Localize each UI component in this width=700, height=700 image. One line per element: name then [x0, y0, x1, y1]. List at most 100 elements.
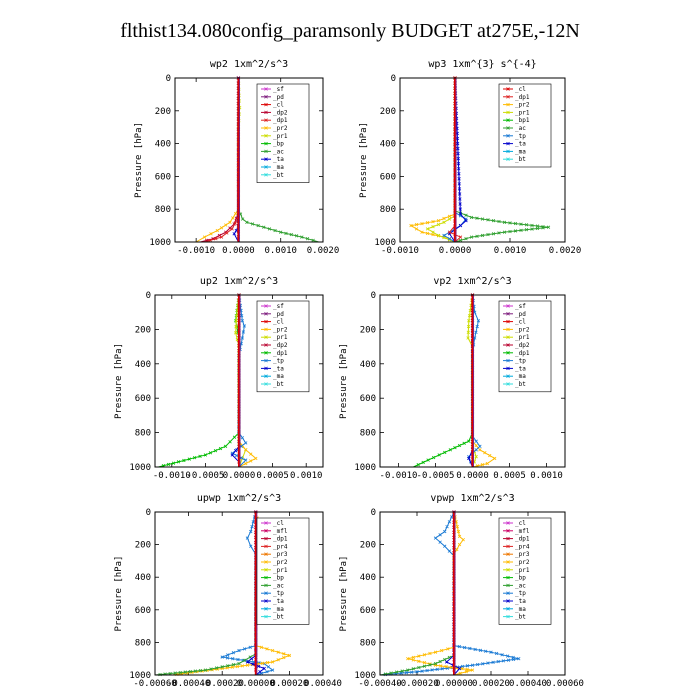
legend-entry: _dp1: [515, 350, 530, 357]
legend-marker: [264, 358, 268, 363]
legend-marker: [506, 149, 510, 154]
x-tick-label: -0.00040: [167, 679, 210, 689]
y-tick-label: 200: [360, 325, 376, 335]
legend-marker: [264, 382, 268, 386]
legend-entry: _cl: [273, 102, 284, 109]
legend-entry: _pr2: [273, 559, 288, 566]
panel-4: vp2 1xm^2/s^3 Pressure [hPa] 0 200 400 600 800…: [339, 276, 566, 481]
x-tick-label: -0.00020: [201, 679, 244, 689]
legend-marker: [506, 552, 510, 556]
legend-entry: _tp: [515, 133, 526, 140]
y-tick-label: 1000: [149, 238, 171, 248]
legend-entry: _pr1: [273, 567, 288, 574]
legend-entry: _bt: [273, 614, 284, 621]
legend-marker: [506, 335, 510, 339]
panel-2: wp3 1xm^{3} s^{-4} Pressure [hPa] 0 200 400 6…: [359, 59, 581, 256]
x-tick-label: -0.0005: [417, 471, 455, 481]
x-tick-label: 0.0020: [307, 246, 340, 256]
legend-entry: _tp: [515, 358, 526, 365]
legend-marker: [506, 87, 510, 91]
legend-entry: _pr2: [515, 559, 530, 566]
y-tick-label: 200: [155, 107, 171, 117]
x-tick-label: -0.0010: [380, 471, 418, 481]
legend-marker: [506, 366, 510, 371]
legend-marker: [264, 319, 268, 324]
legend-entry: _ta: [273, 365, 284, 372]
plot-frame: [154, 294, 324, 468]
legend-entry: _sf: [515, 303, 526, 310]
x-tick-label: -0.0010: [153, 471, 191, 481]
legend-marker: [506, 95, 510, 99]
legend-marker: [264, 614, 268, 619]
legend-marker: [506, 110, 510, 115]
legend-entry: _sf: [273, 86, 284, 93]
y-tick-label: 800: [360, 429, 376, 439]
y-axis-label: Pressure [hPa]: [114, 556, 124, 632]
x-tick-label: 0.00040: [304, 679, 342, 689]
y-tick-label: 200: [135, 541, 151, 551]
legend-marker: [264, 312, 268, 316]
y-tick-label: 800: [155, 205, 171, 215]
legend-marker: [264, 134, 268, 138]
legend-entry: _cl: [273, 319, 284, 326]
legend-marker: [506, 312, 510, 316]
legend-entry: _pd: [273, 311, 284, 318]
series-markers: [416, 293, 475, 467]
plot-frame: [174, 77, 324, 243]
legend-marker: [506, 599, 510, 603]
legend-marker: [506, 544, 510, 549]
legend-entry: _ma: [515, 148, 526, 155]
y-tick-label: 200: [360, 541, 376, 551]
legend-marker: [506, 568, 510, 572]
y-axis-label: Pressure [hPa]: [339, 556, 349, 632]
legend-entry: _tp: [273, 358, 284, 365]
y-tick-label: 200: [380, 107, 396, 117]
legend-marker: [264, 87, 268, 91]
legend-marker: [264, 583, 268, 588]
legend-marker: [264, 141, 268, 146]
figure-title: flthist134.080config_paramsonly BUDGET a…: [120, 20, 580, 42]
legend-marker: [506, 536, 510, 541]
legend-entry: _cl: [273, 520, 284, 527]
legend-box: [256, 517, 310, 625]
series-markers: [202, 76, 241, 239]
series-markers: [383, 510, 456, 676]
panel-3: up2 1xm^2/s^3 Pressure [hPa] 0 200 400 600 800…: [114, 276, 324, 481]
x-tick-label: -0.00060: [133, 679, 176, 689]
y-tick-label: 800: [135, 638, 151, 648]
x-tick-label: 0.00020: [472, 679, 510, 689]
y-tick-label: 400: [155, 140, 171, 150]
legend-marker: [506, 382, 510, 386]
x-tick-label: 0.0020: [549, 246, 582, 256]
y-tick-label: 200: [135, 325, 151, 335]
series-markers: [409, 76, 457, 242]
x-tick-label: 0.0000: [222, 246, 255, 256]
legend-entry: _ma: [273, 373, 284, 380]
legend-marker: [264, 157, 268, 161]
legend-marker: [264, 544, 268, 549]
legend-entry: _pr2: [273, 125, 288, 132]
legend-entry: _ta: [515, 141, 526, 148]
x-tick-label: 0.00020: [270, 679, 308, 689]
legend-marker: [506, 327, 510, 332]
legend-marker: [264, 607, 268, 611]
legend-marker: [264, 374, 268, 378]
legend-entry: _ta: [273, 156, 284, 163]
y-tick-label: 600: [135, 606, 151, 616]
legend-marker: [264, 568, 268, 572]
y-tick-label: 0: [146, 291, 151, 301]
legend-entry: _dp2: [273, 342, 288, 349]
plot-frame: [379, 294, 566, 468]
legend-entry: _bp1: [515, 117, 530, 124]
legend-entry: _bt: [515, 381, 526, 388]
legend-entry: _mfl: [515, 528, 530, 535]
y-tick-label: 800: [360, 638, 376, 648]
legend-entry: _dp1: [273, 117, 288, 124]
legend-entry: _ac: [273, 582, 284, 589]
legend-marker: [506, 102, 510, 107]
legend-entry: _mfl: [273, 528, 288, 535]
y-tick-label: 1000: [129, 671, 151, 681]
y-tick-label: 600: [360, 394, 376, 404]
y-tick-label: 800: [380, 205, 396, 215]
